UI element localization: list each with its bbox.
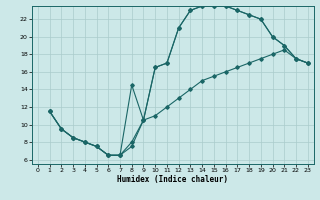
- X-axis label: Humidex (Indice chaleur): Humidex (Indice chaleur): [117, 175, 228, 184]
